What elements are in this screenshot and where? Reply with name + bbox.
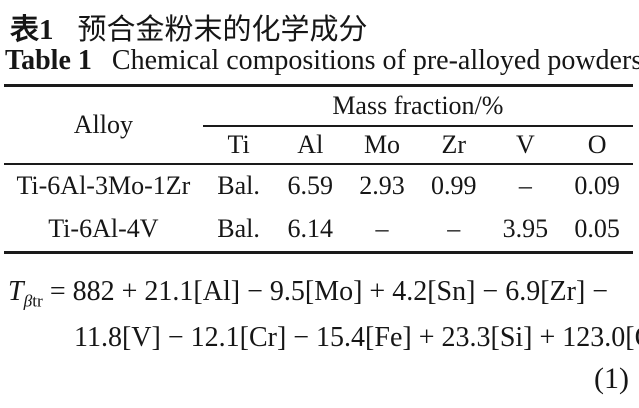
table-header-row-2: Ti Al Mo Zr V O xyxy=(4,126,633,165)
value-cell: 0.09 xyxy=(574,171,620,201)
value-cell: 0.99 xyxy=(430,171,477,201)
table-caption-english: Table 1 Chemical compositions of pre-allo… xyxy=(5,45,639,77)
subscript-tr: tr xyxy=(32,291,43,311)
column-header-mo: Mo xyxy=(346,126,418,165)
alloy-column-header: Alloy xyxy=(4,85,203,165)
value-cell: 0.05 xyxy=(574,214,620,244)
table-caption-chinese: 表1 预合金粉末的化学成分 xyxy=(10,6,368,48)
equation-line-2: 11.8[V] − 12.1[Cr] − 15.4[Fe] + 23.3[Si]… xyxy=(74,322,639,353)
table-row: Ti-6Al-3Mo-1Zr Bal. 6.59 2.93 0.99 – 0.0… xyxy=(4,164,633,208)
alloy-name-cell: Ti-6Al-3Mo-1Zr xyxy=(16,171,191,201)
composition-table: Alloy Mass fraction/% Ti Al Mo Zr V O Ti… xyxy=(4,84,633,254)
value-cell: – xyxy=(518,171,532,201)
column-header-v: V xyxy=(489,126,562,165)
column-header-al: Al xyxy=(274,126,347,165)
equation-number: (1) xyxy=(594,362,629,395)
value-cell: – xyxy=(375,214,389,244)
beta-transus-equation: Tβtr = 882 + 21.1[Al] − 9.5[Mo] + 4.2[Sn… xyxy=(0,276,639,396)
column-header-ti: Ti xyxy=(202,126,275,165)
table-caption-en-label: Table 1 xyxy=(5,45,92,76)
value-cell: 6.59 xyxy=(287,171,334,201)
subscript-beta: β xyxy=(23,291,33,311)
value-cell: 3.95 xyxy=(502,214,549,244)
value-cell: 2.93 xyxy=(359,171,405,201)
equation-line-1-body: = 882 + 21.1[Al] − 9.5[Mo] + 4.2[Sn] − 6… xyxy=(49,276,609,307)
alloy-name-cell: Ti-6Al-4V xyxy=(48,214,159,244)
table-caption-zh-text: 预合金粉末的化学成分 xyxy=(77,14,368,46)
value-cell: Bal. xyxy=(217,214,260,244)
equation-lhs-symbol: T xyxy=(8,276,24,307)
table-row: Ti-6Al-4V Bal. 6.14 – – 3.95 0.05 xyxy=(4,208,633,253)
table-caption-zh-label: 表1 xyxy=(10,14,54,46)
value-cell: 6.14 xyxy=(287,214,334,244)
column-header-zr: Zr xyxy=(417,126,490,165)
mass-fraction-group-header: Mass fraction/% xyxy=(202,85,633,127)
value-cell: Bal. xyxy=(217,171,260,201)
equation-lhs-subscript: βtr xyxy=(24,292,43,311)
equation-line-1: Tβtr = 882 + 21.1[Al] − 9.5[Mo] + 4.2[Sn… xyxy=(0,276,639,311)
value-cell: – xyxy=(447,214,461,244)
table-header-row-1: Alloy Mass fraction/% xyxy=(4,85,633,165)
table-caption-en-text: Chemical compositions of pre-alloyed pow… xyxy=(111,45,639,76)
column-header-o: O xyxy=(561,126,633,165)
